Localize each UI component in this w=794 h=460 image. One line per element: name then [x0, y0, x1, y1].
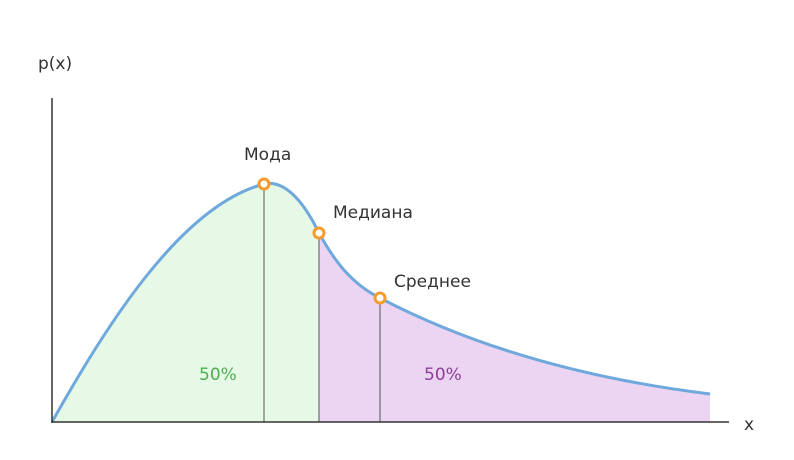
left-percent-label: 50% — [199, 365, 237, 385]
mode-label: Мода — [244, 145, 291, 165]
x-axis-label: x — [744, 415, 754, 435]
right-50-percent-region — [319, 233, 710, 422]
right-percent-label: 50% — [424, 365, 462, 385]
mean-label: Среднее — [394, 272, 471, 292]
mean-marker — [373, 291, 387, 305]
y-axis-label: p(x) — [38, 54, 72, 74]
left-50-percent-region — [52, 183, 319, 422]
median-marker — [312, 226, 326, 240]
median-label: Медиана — [333, 203, 413, 223]
mode-marker — [257, 177, 271, 191]
